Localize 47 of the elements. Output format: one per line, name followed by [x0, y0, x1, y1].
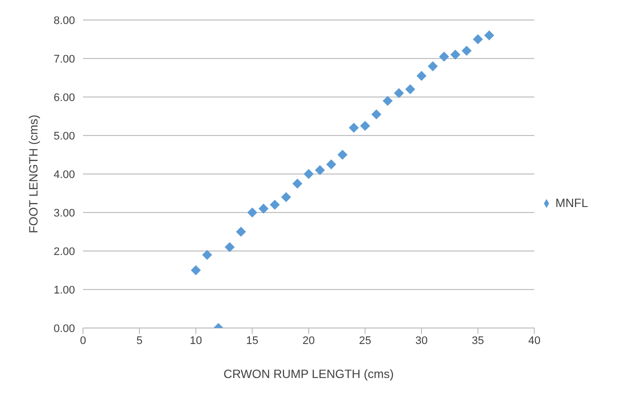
y-tick-label: 0.00	[54, 322, 75, 335]
point	[247, 208, 258, 218]
x-tick-label: 25	[358, 334, 372, 347]
y-axis-title: FOOT LENGTH (cms)	[26, 114, 40, 234]
y-tick-label: 6.00	[54, 92, 75, 104]
y-tick-label: 3.00	[54, 207, 75, 220]
point	[416, 70, 426, 81]
point	[314, 165, 325, 176]
y-tick-label: 8.00	[54, 14, 75, 27]
point	[202, 250, 212, 260]
point	[258, 204, 269, 214]
point	[360, 120, 370, 131]
x-axis-title: CRWON RUMP LENGTH (cms)	[224, 367, 394, 381]
x-tick-label: 30	[415, 334, 428, 347]
x-tick-label: 15	[246, 334, 258, 347]
y-tick-label: 7.00	[54, 53, 75, 66]
point	[439, 52, 450, 62]
point	[190, 265, 201, 276]
point	[394, 88, 404, 98]
x-tick-label: 10	[190, 334, 202, 347]
point	[236, 226, 246, 237]
point	[450, 50, 460, 60]
point	[292, 178, 302, 189]
y-tick-label: 5.00	[54, 130, 75, 142]
legend-label: MNFL	[555, 196, 588, 210]
point	[326, 159, 336, 170]
point	[281, 192, 292, 202]
point	[405, 84, 416, 94]
point	[462, 46, 472, 56]
x-tick-label: 0	[80, 334, 86, 347]
x-tick-label: 5	[136, 334, 142, 347]
y-tick-label: 1.00	[54, 284, 75, 296]
x-tick-label: 40	[528, 334, 540, 347]
point	[304, 169, 314, 179]
point	[382, 96, 393, 106]
point	[428, 61, 438, 72]
point	[484, 30, 494, 40]
x-tick-label: 20	[302, 334, 315, 347]
point	[472, 34, 483, 44]
y-tick-label: 2.00	[54, 246, 75, 258]
point	[338, 150, 348, 160]
point	[371, 109, 382, 120]
point	[348, 122, 359, 133]
point	[224, 242, 235, 252]
point	[270, 200, 280, 210]
y-tick-label: 4.00	[54, 168, 75, 181]
x-tick-label: 35	[472, 334, 484, 347]
